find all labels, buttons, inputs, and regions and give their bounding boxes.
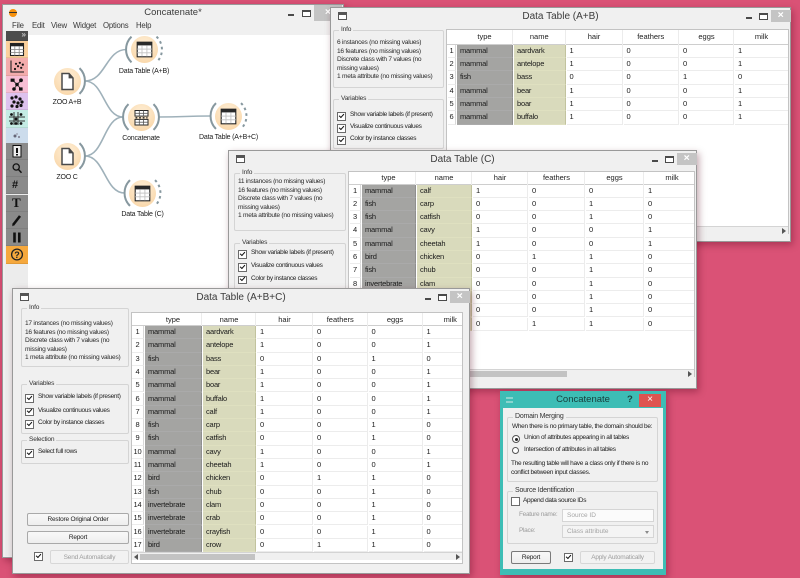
svg-text:?: ? (14, 250, 20, 260)
